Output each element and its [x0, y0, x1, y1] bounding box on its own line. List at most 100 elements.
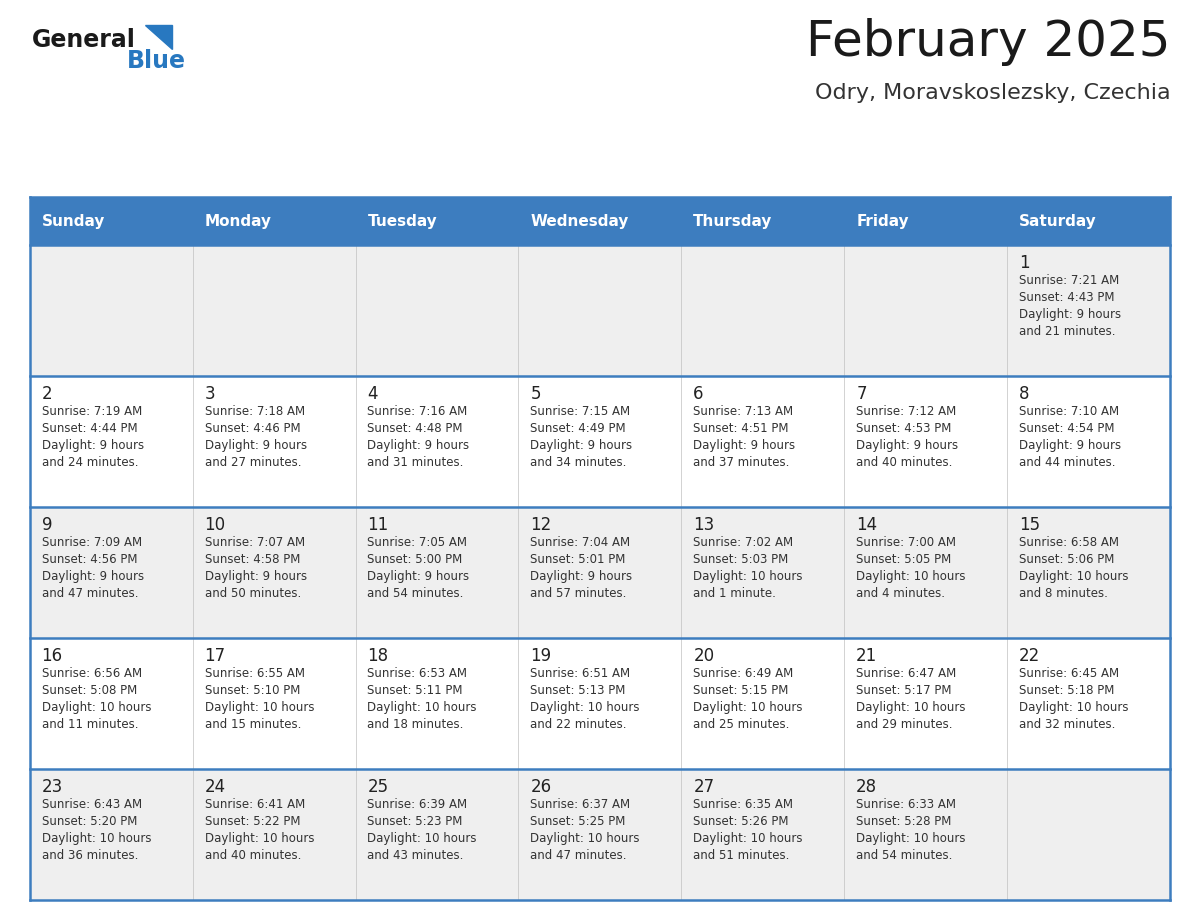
Bar — [30, 197, 192, 245]
Bar — [518, 638, 682, 768]
Bar — [30, 638, 192, 768]
Text: Sunrise: 6:55 AM
Sunset: 5:10 PM
Daylight: 10 hours
and 15 minutes.: Sunrise: 6:55 AM Sunset: 5:10 PM Dayligh… — [204, 667, 314, 732]
Bar — [845, 507, 1007, 638]
Text: Sunrise: 7:04 AM
Sunset: 5:01 PM
Daylight: 9 hours
and 57 minutes.: Sunrise: 7:04 AM Sunset: 5:01 PM Dayligh… — [530, 536, 632, 600]
Text: Sunrise: 7:12 AM
Sunset: 4:53 PM
Daylight: 9 hours
and 40 minutes.: Sunrise: 7:12 AM Sunset: 4:53 PM Dayligh… — [857, 406, 959, 469]
Bar — [682, 638, 845, 768]
Text: Tuesday: Tuesday — [367, 214, 437, 229]
Text: Sunrise: 7:07 AM
Sunset: 4:58 PM
Daylight: 9 hours
and 50 minutes.: Sunrise: 7:07 AM Sunset: 4:58 PM Dayligh… — [204, 536, 307, 600]
Text: Sunrise: 6:43 AM
Sunset: 5:20 PM
Daylight: 10 hours
and 36 minutes.: Sunrise: 6:43 AM Sunset: 5:20 PM Dayligh… — [42, 798, 151, 862]
Text: Sunrise: 6:35 AM
Sunset: 5:26 PM
Daylight: 10 hours
and 51 minutes.: Sunrise: 6:35 AM Sunset: 5:26 PM Dayligh… — [694, 798, 803, 862]
Text: 16: 16 — [42, 647, 63, 665]
Text: 11: 11 — [367, 516, 388, 534]
Text: Sunrise: 7:00 AM
Sunset: 5:05 PM
Daylight: 10 hours
and 4 minutes.: Sunrise: 7:00 AM Sunset: 5:05 PM Dayligh… — [857, 536, 966, 600]
Text: 20: 20 — [694, 647, 714, 665]
Text: Sunrise: 7:09 AM
Sunset: 4:56 PM
Daylight: 9 hours
and 47 minutes.: Sunrise: 7:09 AM Sunset: 4:56 PM Dayligh… — [42, 536, 144, 600]
Bar — [518, 376, 682, 507]
Text: 22: 22 — [1019, 647, 1041, 665]
Text: Sunrise: 6:49 AM
Sunset: 5:15 PM
Daylight: 10 hours
and 25 minutes.: Sunrise: 6:49 AM Sunset: 5:15 PM Dayligh… — [694, 667, 803, 732]
Bar — [518, 507, 682, 638]
Text: 19: 19 — [530, 647, 551, 665]
Text: Sunrise: 6:33 AM
Sunset: 5:28 PM
Daylight: 10 hours
and 54 minutes.: Sunrise: 6:33 AM Sunset: 5:28 PM Dayligh… — [857, 798, 966, 862]
Text: 9: 9 — [42, 516, 52, 534]
Text: Blue: Blue — [127, 49, 187, 73]
Text: General: General — [32, 28, 135, 51]
Text: Sunrise: 7:10 AM
Sunset: 4:54 PM
Daylight: 9 hours
and 44 minutes.: Sunrise: 7:10 AM Sunset: 4:54 PM Dayligh… — [1019, 406, 1121, 469]
Text: Sunrise: 6:56 AM
Sunset: 5:08 PM
Daylight: 10 hours
and 11 minutes.: Sunrise: 6:56 AM Sunset: 5:08 PM Dayligh… — [42, 667, 151, 732]
Text: 5: 5 — [530, 386, 541, 403]
Text: 4: 4 — [367, 386, 378, 403]
Bar — [355, 245, 518, 376]
Text: February 2025: February 2025 — [805, 18, 1170, 66]
Text: Sunrise: 7:16 AM
Sunset: 4:48 PM
Daylight: 9 hours
and 31 minutes.: Sunrise: 7:16 AM Sunset: 4:48 PM Dayligh… — [367, 406, 469, 469]
Bar — [518, 768, 682, 900]
Bar — [1007, 197, 1170, 245]
Bar — [355, 507, 518, 638]
Text: 23: 23 — [42, 778, 63, 796]
Bar — [192, 197, 355, 245]
Text: 18: 18 — [367, 647, 388, 665]
Bar — [682, 376, 845, 507]
Bar — [1007, 245, 1170, 376]
Text: 26: 26 — [530, 778, 551, 796]
Text: 3: 3 — [204, 386, 215, 403]
Text: Sunrise: 7:15 AM
Sunset: 4:49 PM
Daylight: 9 hours
and 34 minutes.: Sunrise: 7:15 AM Sunset: 4:49 PM Dayligh… — [530, 406, 632, 469]
Text: 1: 1 — [1019, 254, 1030, 273]
Text: Sunrise: 6:41 AM
Sunset: 5:22 PM
Daylight: 10 hours
and 40 minutes.: Sunrise: 6:41 AM Sunset: 5:22 PM Dayligh… — [204, 798, 314, 862]
Bar — [355, 376, 518, 507]
Text: Sunrise: 7:05 AM
Sunset: 5:00 PM
Daylight: 9 hours
and 54 minutes.: Sunrise: 7:05 AM Sunset: 5:00 PM Dayligh… — [367, 536, 469, 600]
Bar — [30, 376, 192, 507]
Text: 14: 14 — [857, 516, 877, 534]
Bar — [845, 638, 1007, 768]
Bar — [30, 507, 192, 638]
Bar — [192, 376, 355, 507]
Text: Sunrise: 7:02 AM
Sunset: 5:03 PM
Daylight: 10 hours
and 1 minute.: Sunrise: 7:02 AM Sunset: 5:03 PM Dayligh… — [694, 536, 803, 600]
Text: Sunrise: 6:39 AM
Sunset: 5:23 PM
Daylight: 10 hours
and 43 minutes.: Sunrise: 6:39 AM Sunset: 5:23 PM Dayligh… — [367, 798, 476, 862]
Text: 15: 15 — [1019, 516, 1041, 534]
Bar — [192, 768, 355, 900]
Text: Sunrise: 6:47 AM
Sunset: 5:17 PM
Daylight: 10 hours
and 29 minutes.: Sunrise: 6:47 AM Sunset: 5:17 PM Dayligh… — [857, 667, 966, 732]
Bar — [1007, 507, 1170, 638]
Text: 8: 8 — [1019, 386, 1030, 403]
Bar — [1007, 638, 1170, 768]
Text: Sunrise: 6:37 AM
Sunset: 5:25 PM
Daylight: 10 hours
and 47 minutes.: Sunrise: 6:37 AM Sunset: 5:25 PM Dayligh… — [530, 798, 640, 862]
Bar — [355, 197, 518, 245]
Text: 27: 27 — [694, 778, 714, 796]
Bar — [355, 638, 518, 768]
Text: Sunrise: 6:58 AM
Sunset: 5:06 PM
Daylight: 10 hours
and 8 minutes.: Sunrise: 6:58 AM Sunset: 5:06 PM Dayligh… — [1019, 536, 1129, 600]
Text: 13: 13 — [694, 516, 714, 534]
Text: Wednesday: Wednesday — [530, 214, 628, 229]
Bar — [192, 638, 355, 768]
Bar — [682, 197, 845, 245]
Text: Monday: Monday — [204, 214, 272, 229]
Bar — [682, 245, 845, 376]
Bar — [192, 245, 355, 376]
Text: 28: 28 — [857, 778, 877, 796]
Text: 25: 25 — [367, 778, 388, 796]
Text: Sunrise: 7:13 AM
Sunset: 4:51 PM
Daylight: 9 hours
and 37 minutes.: Sunrise: 7:13 AM Sunset: 4:51 PM Dayligh… — [694, 406, 796, 469]
Bar — [1007, 376, 1170, 507]
Text: 10: 10 — [204, 516, 226, 534]
Bar — [845, 768, 1007, 900]
Text: 2: 2 — [42, 386, 52, 403]
Bar — [355, 768, 518, 900]
Bar — [518, 197, 682, 245]
Bar — [30, 768, 192, 900]
Bar — [845, 245, 1007, 376]
Text: Friday: Friday — [857, 214, 909, 229]
Bar — [30, 245, 192, 376]
Bar — [1007, 768, 1170, 900]
Text: 6: 6 — [694, 386, 703, 403]
Text: Sunrise: 7:21 AM
Sunset: 4:43 PM
Daylight: 9 hours
and 21 minutes.: Sunrise: 7:21 AM Sunset: 4:43 PM Dayligh… — [1019, 274, 1121, 339]
Bar — [682, 507, 845, 638]
Text: Sunrise: 7:18 AM
Sunset: 4:46 PM
Daylight: 9 hours
and 27 minutes.: Sunrise: 7:18 AM Sunset: 4:46 PM Dayligh… — [204, 406, 307, 469]
Text: 21: 21 — [857, 647, 878, 665]
Text: Sunday: Sunday — [42, 214, 105, 229]
Bar — [192, 507, 355, 638]
Text: Sunrise: 6:45 AM
Sunset: 5:18 PM
Daylight: 10 hours
and 32 minutes.: Sunrise: 6:45 AM Sunset: 5:18 PM Dayligh… — [1019, 667, 1129, 732]
Bar — [682, 768, 845, 900]
Text: Sunrise: 6:53 AM
Sunset: 5:11 PM
Daylight: 10 hours
and 18 minutes.: Sunrise: 6:53 AM Sunset: 5:11 PM Dayligh… — [367, 667, 476, 732]
Bar — [518, 245, 682, 376]
Bar — [845, 376, 1007, 507]
Bar — [845, 197, 1007, 245]
